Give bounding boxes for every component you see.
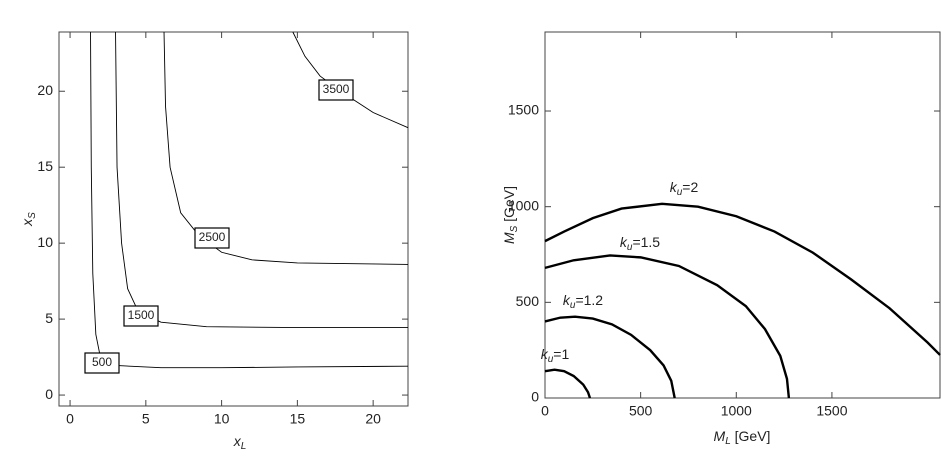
y-tick-label: 20 xyxy=(37,82,53,98)
curve-label-sub: u xyxy=(548,354,554,365)
curve-label-base: k xyxy=(541,346,549,362)
y-axis-label-rest: [GeV] xyxy=(501,186,517,226)
contour-label: 3500 xyxy=(323,82,350,96)
series-line xyxy=(544,202,941,356)
contour-label: 1500 xyxy=(128,308,155,322)
curve-label-value: =1.5 xyxy=(632,234,660,250)
contour-label-box xyxy=(318,79,354,101)
series-line xyxy=(544,254,791,399)
y-axis-label-base: x xyxy=(19,218,35,227)
x-tick-label: 1000 xyxy=(721,403,752,419)
y-tick-label: 500 xyxy=(516,293,540,309)
curve-label: ku=1.5 xyxy=(620,234,660,253)
curve-label-value: =1 xyxy=(553,346,569,362)
curve-label: ku=1.2 xyxy=(563,292,603,311)
contour-label-box xyxy=(194,227,230,249)
curve-label-value: =1.2 xyxy=(575,292,603,308)
contour-label: 500 xyxy=(92,355,112,369)
y-axis-label-sub: S xyxy=(27,212,38,219)
y-axis-label: MS [GeV] xyxy=(501,186,520,244)
curve-label-sub: u xyxy=(570,300,576,311)
x-tick-label: 15 xyxy=(290,411,306,427)
x-tick-label: 0 xyxy=(541,403,549,419)
y-axis-label-sub: S xyxy=(509,225,520,232)
x-tick-label: 1500 xyxy=(816,403,847,419)
x-tick-label: 5 xyxy=(142,411,150,427)
x-tick-label: 0 xyxy=(66,411,74,427)
curve-label-base: k xyxy=(620,234,628,250)
x-axis-label: xL xyxy=(233,433,247,452)
y-tick-label: 0 xyxy=(531,389,539,405)
contour-label-box xyxy=(123,305,159,327)
x-tick-label: 10 xyxy=(214,411,230,427)
curve-label: ku=1 xyxy=(541,346,570,365)
x-axis-label: ML [GeV] xyxy=(714,428,771,447)
plot-frame xyxy=(58,31,409,407)
y-tick-label: 5 xyxy=(45,310,53,326)
contour-label: 2500 xyxy=(199,230,226,244)
y-tick-label: 10 xyxy=(37,234,53,250)
curve-label: ku=2 xyxy=(670,179,699,198)
y-axis-label: xS xyxy=(19,212,38,227)
curve-label-sub: u xyxy=(627,242,633,253)
x-axis-label-base: x xyxy=(233,433,242,449)
y-tick-label: 1500 xyxy=(508,102,539,118)
plot-frame xyxy=(544,31,941,399)
x-axis-label-sub: L xyxy=(725,436,731,447)
x-tick-label: 20 xyxy=(365,411,381,427)
curve-label-sub: u xyxy=(677,187,683,198)
series-line xyxy=(115,31,408,328)
x-axis-label-base: M xyxy=(714,428,726,444)
y-axis-label-base: M xyxy=(501,232,517,244)
series-line xyxy=(544,368,592,399)
curve-label-base: k xyxy=(563,292,571,308)
x-tick-label: 500 xyxy=(629,403,653,419)
x-axis-label-sub: L xyxy=(241,441,247,452)
curve-label-base: k xyxy=(670,179,678,195)
y-tick-label: 0 xyxy=(45,386,53,402)
y-tick-label: 1000 xyxy=(508,197,539,213)
contour-label-box xyxy=(84,352,120,374)
series-line xyxy=(544,315,676,399)
x-axis-label-rest: [GeV] xyxy=(731,428,771,444)
y-tick-label: 15 xyxy=(37,158,53,174)
curve-label-value: =2 xyxy=(682,179,698,195)
